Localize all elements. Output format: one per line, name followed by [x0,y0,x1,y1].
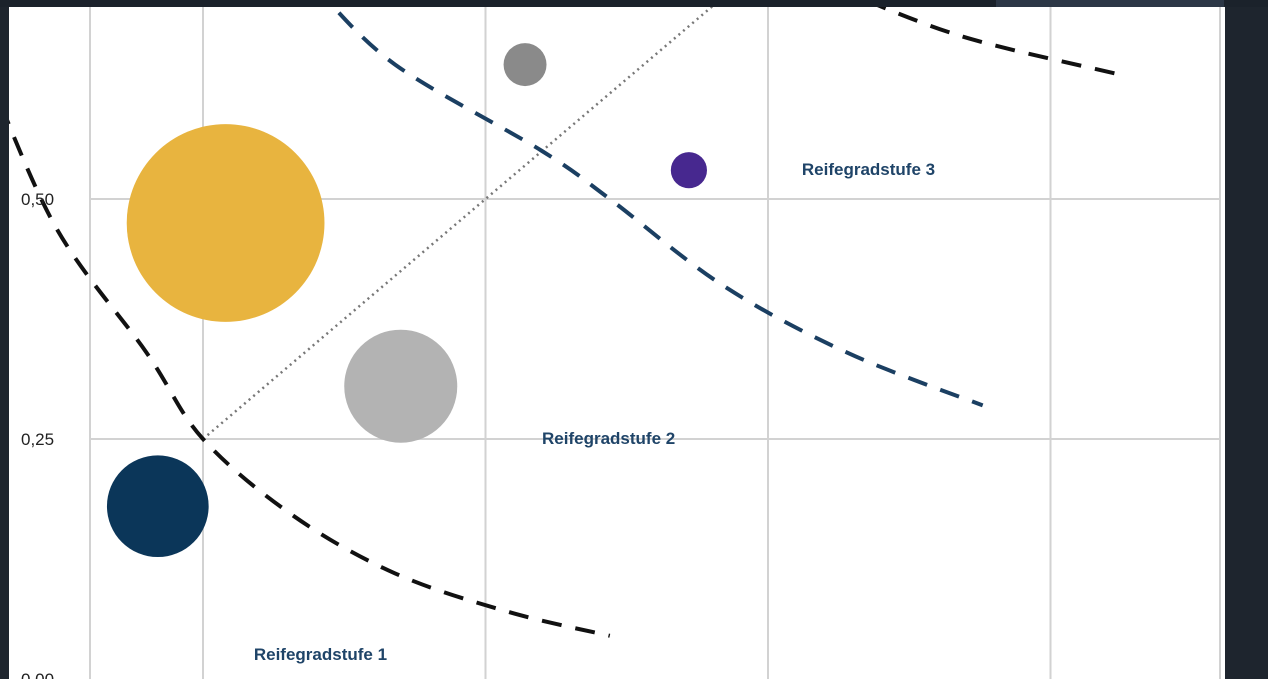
grid-lines [89,7,1221,679]
bubble-3 [106,455,209,558]
zone-label-1: Reifegradstufe 1 [254,645,387,664]
bubble-2 [344,329,458,443]
boundary-curves [9,7,1119,638]
bubble-4 [503,43,547,87]
bubbles [106,43,707,558]
boundary-curve-3 [876,7,1119,77]
bubble-5 [670,152,707,189]
y-tick-label-0: 0,50 [21,190,54,209]
boundary-curve-1 [9,119,611,638]
viewer-top-tab-area [996,0,1224,7]
boundary-curve-2 [330,7,984,408]
zone-label-2: Reifegradstufe 2 [542,429,675,448]
y-tick-label-1: 0,25 [21,430,54,449]
bubble-1 [126,124,325,322]
maturity-bubble-chart: 0,500,250,00 Reifegradstufe 1Reifegradst… [9,7,1221,679]
y-axis-ticks: 0,50 0,25 0,00 [21,190,54,679]
zone-labels: Reifegradstufe 1 Reifegradstufe 2 Reifegra… [254,160,935,664]
viewer-top-strip [0,0,1268,7]
y-tick-label-2: 0,00 [21,670,54,679]
document-page [9,7,1225,679]
zone-label-3: Reifegradstufe 3 [802,160,935,179]
